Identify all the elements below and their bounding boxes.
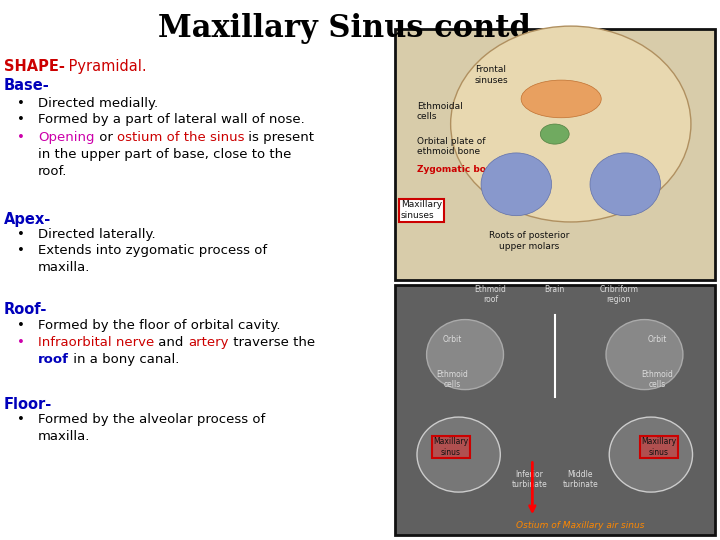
Text: Brain: Brain [544,285,565,294]
Bar [395,29,715,280]
Text: roof.: roof. [38,165,68,178]
Text: •: • [17,336,24,349]
Text: traverse the: traverse the [228,336,315,349]
Text: Formed by the floor of orbital cavity.: Formed by the floor of orbital cavity. [38,319,281,332]
Ellipse shape [590,153,660,215]
Text: •: • [17,319,24,332]
Text: in the upper part of base, close to the: in the upper part of base, close to the [38,148,292,161]
Text: Base-: Base- [4,78,50,93]
Text: maxilla.: maxilla. [38,261,91,274]
Text: Ethmoid
roof: Ethmoid roof [474,285,507,304]
Ellipse shape [606,320,683,389]
Text: •: • [17,113,24,126]
Text: Formed by a part of lateral wall of nose.: Formed by a part of lateral wall of nose… [38,113,305,126]
Text: Apex-: Apex- [4,212,51,227]
Text: Inferior
turbinate: Inferior turbinate [511,470,547,489]
Text: and: and [154,336,188,349]
Text: Roof-: Roof- [4,302,47,318]
Text: •: • [17,244,24,257]
Ellipse shape [521,80,601,118]
Text: Maxillary Sinus contd…: Maxillary Sinus contd… [158,14,562,44]
Text: •: • [17,228,24,241]
Text: Ethmoidal
cells: Ethmoidal cells [417,102,463,121]
Ellipse shape [417,417,500,492]
Ellipse shape [609,417,693,492]
Text: Orbit: Orbit [443,335,462,344]
Text: Infraorbital nerve: Infraorbital nerve [38,336,154,349]
Text: or: or [94,131,117,144]
Text: Floor-: Floor- [4,397,52,412]
Text: is present: is present [244,131,315,144]
Text: ostium of the sinus: ostium of the sinus [117,131,244,144]
Text: in a bony canal.: in a bony canal. [69,353,179,366]
Text: Ethmoid
cells: Ethmoid cells [436,370,468,389]
Text: Pyramidal.: Pyramidal. [65,59,147,75]
Text: Roots of posterior
upper molars: Roots of posterior upper molars [489,231,570,251]
Text: Zygomatic bone→: Zygomatic bone→ [417,165,506,174]
Text: Middle
turbinate: Middle turbinate [562,470,598,489]
Text: •: • [17,413,24,426]
Text: Ethmoid
cells: Ethmoid cells [642,370,673,389]
Text: •: • [17,97,24,110]
Ellipse shape [451,26,691,222]
Text: artery: artery [188,336,228,349]
Text: Directed laterally.: Directed laterally. [38,228,156,241]
Text: Orbital plate of
ethmoid bone: Orbital plate of ethmoid bone [417,137,485,156]
Text: •: • [17,131,24,144]
Bar [395,285,715,535]
Ellipse shape [426,320,503,389]
Text: Frontal
sinuses: Frontal sinuses [474,65,508,85]
Text: Cribriform
region: Cribriform region [599,285,639,304]
Text: SHAPE-: SHAPE- [4,59,65,75]
Text: Opening: Opening [38,131,94,144]
Text: Maxillary
sinus: Maxillary sinus [642,437,677,457]
Text: Directed medially.: Directed medially. [38,97,158,110]
Ellipse shape [481,153,552,215]
Text: Orbit: Orbit [647,335,667,344]
Ellipse shape [540,124,570,144]
Text: maxilla.: maxilla. [38,430,91,443]
Text: Extends into zygomatic process of: Extends into zygomatic process of [38,244,267,257]
Text: roof: roof [38,353,69,366]
Text: Formed by the alveolar process of: Formed by the alveolar process of [38,413,266,426]
Text: Ostium of Maxillary air sinus: Ostium of Maxillary air sinus [516,521,644,530]
Text: Maxillary
sinuses: Maxillary sinuses [401,200,442,220]
Text: Maxillary
sinus: Maxillary sinus [433,437,468,457]
